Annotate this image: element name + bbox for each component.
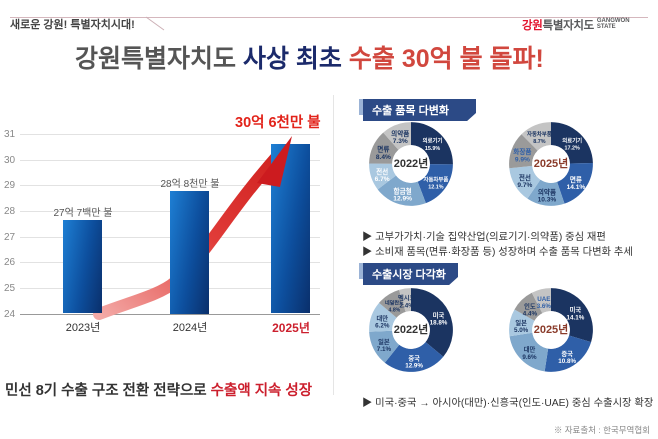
svg-text:7.3%: 7.3% [393,138,408,145]
svg-text:14.1%: 14.1% [567,314,585,321]
svg-text:면류: 면류 [377,145,389,154]
svg-text:7.1%: 7.1% [377,346,392,353]
svg-text:전선: 전선 [376,167,388,176]
svg-text:6.7%: 6.7% [375,176,390,183]
svg-text:미국: 미국 [433,310,445,319]
svg-text:대만: 대만 [376,313,388,322]
svg-text:3.6%: 3.6% [537,303,552,310]
svg-text:12.1%: 12.1% [428,185,444,191]
svg-text:멕시코: 멕시코 [398,293,416,302]
svg-text:미국: 미국 [570,305,582,314]
svg-text:2022년: 2022년 [394,322,429,336]
svg-text:의약품: 의약품 [538,187,556,196]
svg-text:5.0%: 5.0% [514,327,529,334]
svg-text:합금철: 합금철 [394,187,412,196]
svg-text:18.8%: 18.8% [430,320,448,327]
svg-text:면류: 면류 [570,175,582,184]
svg-text:의료기기: 의료기기 [562,136,582,144]
svg-text:8.4%: 8.4% [376,154,391,161]
svg-text:9.7%: 9.7% [517,182,532,189]
svg-text:전선: 전선 [519,173,531,182]
svg-text:수출 품목 다변화: 수출 품목 다변화 [372,103,449,117]
svg-text:12.9%: 12.9% [393,196,412,203]
svg-text:수출시장 다각화: 수출시장 다각화 [372,267,446,281]
svg-text:일본: 일본 [378,337,390,346]
svg-text:의약품: 의약품 [391,129,409,138]
svg-text:2025년: 2025년 [534,322,569,336]
svg-text:6.2%: 6.2% [375,323,390,330]
svg-text:일본: 일본 [515,318,527,327]
svg-text:2.4%: 2.4% [399,302,414,309]
svg-text:12.9%: 12.9% [405,363,423,370]
svg-text:14.1%: 14.1% [567,184,586,191]
svg-text:15.9%: 15.9% [425,146,441,152]
svg-text:2025년: 2025년 [534,156,569,170]
svg-text:4.4%: 4.4% [523,311,538,318]
svg-text:10.8%: 10.8% [558,358,576,365]
svg-text:2022년: 2022년 [394,156,429,170]
svg-text:8.7%: 8.7% [533,139,546,145]
svg-text:UAE: UAE [537,296,550,303]
svg-text:인도: 인도 [524,301,536,310]
svg-text:대만: 대만 [524,345,536,354]
svg-text:중국: 중국 [561,350,573,358]
svg-text:중국: 중국 [408,355,420,363]
svg-text:화장품: 화장품 [513,147,531,156]
svg-text:자동차부품: 자동차부품 [423,175,448,183]
svg-text:자동차부품: 자동차부품 [527,130,552,138]
svg-text:10.3%: 10.3% [538,197,557,204]
svg-text:9.9%: 9.9% [515,156,530,163]
svg-text:17.2%: 17.2% [565,145,581,151]
svg-text:9.6%: 9.6% [522,354,537,361]
svg-text:의료기기: 의료기기 [423,137,443,145]
